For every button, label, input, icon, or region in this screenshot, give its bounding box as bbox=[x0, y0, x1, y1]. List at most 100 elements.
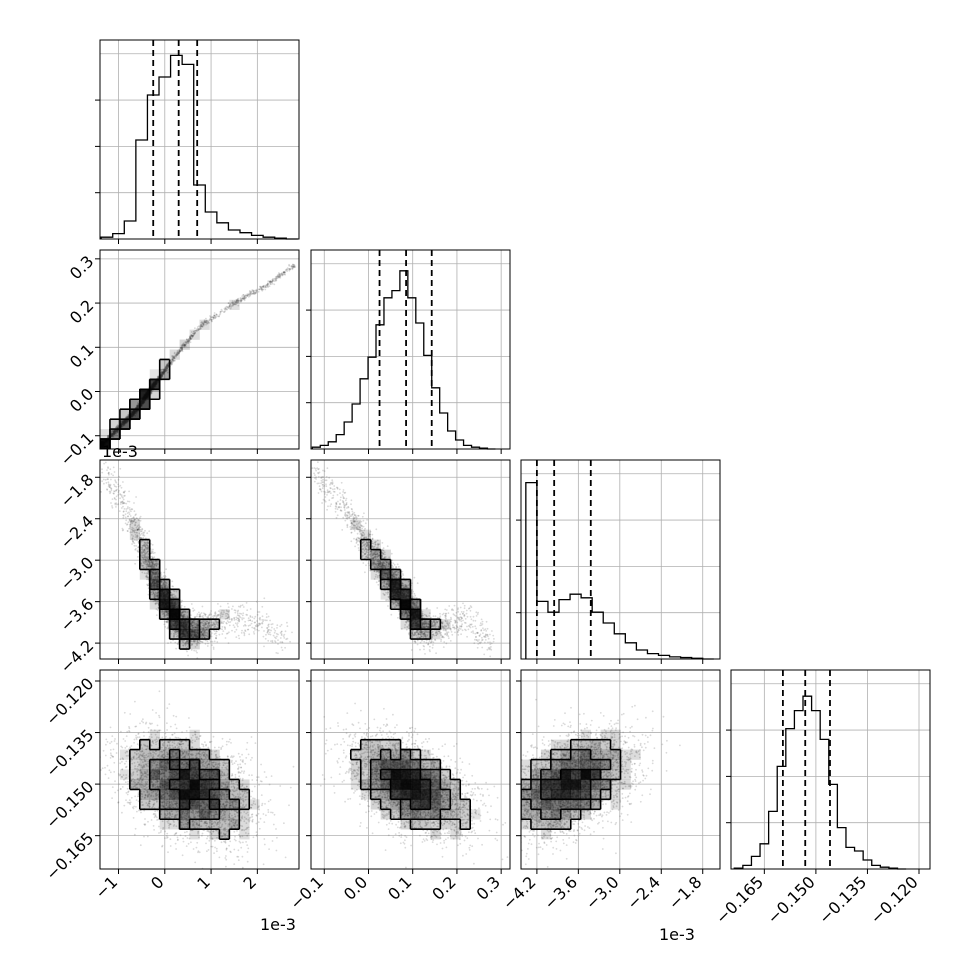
sample-point bbox=[225, 307, 227, 310]
sample-point bbox=[125, 502, 128, 505]
sample-point bbox=[167, 364, 169, 366]
sample-point bbox=[215, 316, 217, 318]
density-layer bbox=[100, 263, 297, 449]
sample-point bbox=[259, 286, 262, 289]
sample-point bbox=[160, 376, 162, 379]
sample-point bbox=[263, 284, 265, 287]
sample-point bbox=[221, 626, 224, 628]
sample-point bbox=[182, 343, 185, 346]
sample-point bbox=[243, 298, 245, 300]
sample-point bbox=[175, 354, 178, 356]
sample-point bbox=[166, 363, 169, 366]
sample-point bbox=[113, 485, 116, 488]
sample-point bbox=[232, 304, 235, 306]
sample-point bbox=[139, 530, 142, 533]
sample-point bbox=[151, 390, 153, 393]
sample-point bbox=[160, 374, 162, 376]
sample-point bbox=[241, 617, 243, 619]
sample-point bbox=[228, 305, 231, 308]
sample-point bbox=[275, 637, 277, 640]
sample-point bbox=[269, 280, 272, 282]
sample-point bbox=[187, 340, 189, 342]
sample-point bbox=[233, 300, 236, 303]
sample-point bbox=[190, 334, 193, 337]
sample-point bbox=[289, 268, 291, 271]
sample-point bbox=[170, 361, 172, 364]
sample-point bbox=[267, 283, 269, 286]
sample-point bbox=[167, 364, 170, 366]
sample-point bbox=[193, 330, 196, 332]
sample-point bbox=[271, 281, 273, 284]
sample-point bbox=[110, 478, 112, 481]
sample-point bbox=[228, 305, 231, 308]
sample-point bbox=[125, 510, 128, 513]
sample-point bbox=[229, 621, 232, 623]
sample-point bbox=[113, 432, 116, 435]
sample-point bbox=[119, 484, 122, 487]
sample-point bbox=[210, 316, 213, 319]
density-cell bbox=[199, 319, 210, 330]
sample-point bbox=[170, 363, 173, 366]
sample-point bbox=[274, 280, 276, 283]
sample-point bbox=[136, 405, 139, 407]
sample-point bbox=[218, 314, 221, 316]
sample-point bbox=[173, 356, 176, 359]
sample-point bbox=[227, 302, 230, 305]
sample-point bbox=[178, 352, 180, 355]
sample-point bbox=[141, 528, 144, 531]
sample-point bbox=[247, 296, 250, 298]
sample-point bbox=[166, 371, 169, 374]
sample-point bbox=[252, 290, 255, 293]
sample-point bbox=[172, 355, 175, 357]
sample-point bbox=[206, 320, 209, 322]
sample-point bbox=[127, 416, 129, 418]
sample-point bbox=[275, 279, 277, 281]
sample-point bbox=[115, 432, 117, 435]
sample-point bbox=[229, 307, 232, 310]
sample-point bbox=[125, 416, 128, 419]
sample-point bbox=[171, 355, 174, 357]
sample-point bbox=[107, 435, 109, 437]
sample-point bbox=[113, 432, 116, 435]
sample-point bbox=[262, 286, 265, 288]
sample-point bbox=[188, 339, 191, 341]
sample-point bbox=[227, 606, 230, 608]
sample-point bbox=[269, 282, 271, 284]
sample-point bbox=[117, 426, 120, 429]
sample-point bbox=[236, 301, 239, 304]
sample-point bbox=[236, 622, 239, 624]
sample-point bbox=[113, 433, 115, 436]
density-cell bbox=[139, 399, 151, 410]
sample-point bbox=[117, 431, 119, 433]
sample-point bbox=[110, 433, 113, 436]
sample-point bbox=[219, 311, 222, 314]
sample-point bbox=[264, 288, 267, 291]
sample-point bbox=[189, 336, 192, 339]
sample-point bbox=[229, 303, 232, 306]
sample-point bbox=[172, 359, 175, 362]
sample-point bbox=[187, 340, 189, 343]
sample-point bbox=[227, 302, 230, 305]
sample-point bbox=[175, 353, 178, 356]
panel-frame bbox=[310, 249, 511, 450]
sample-point bbox=[252, 289, 255, 292]
sample-point bbox=[113, 432, 116, 435]
sample-point bbox=[179, 349, 182, 351]
sample-point bbox=[199, 327, 202, 330]
sample-point bbox=[223, 311, 225, 313]
sample-point bbox=[167, 366, 170, 369]
sample-point bbox=[228, 305, 231, 308]
sample-point bbox=[266, 283, 269, 286]
sample-point bbox=[113, 490, 115, 492]
sample-point bbox=[267, 286, 269, 288]
sample-point bbox=[280, 273, 283, 276]
sample-point bbox=[177, 350, 180, 353]
sample-point bbox=[267, 639, 270, 642]
sample-point bbox=[116, 426, 119, 429]
sample-point bbox=[191, 336, 194, 339]
sample-point bbox=[282, 273, 285, 276]
sample-point bbox=[206, 322, 209, 324]
sample-point bbox=[171, 358, 174, 361]
sample-point bbox=[255, 291, 258, 293]
sample-point bbox=[119, 497, 121, 500]
